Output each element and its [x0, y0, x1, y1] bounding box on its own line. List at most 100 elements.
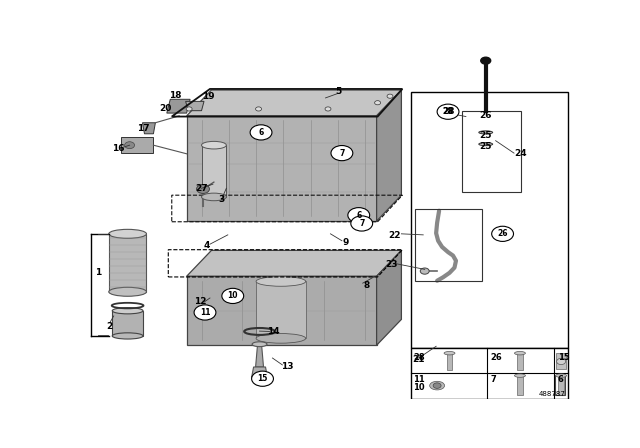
Text: 27: 27 — [195, 185, 208, 194]
Text: 11: 11 — [200, 308, 211, 317]
Ellipse shape — [515, 374, 525, 377]
Text: 7: 7 — [359, 219, 364, 228]
Bar — [462, 112, 522, 193]
Text: 11: 11 — [413, 375, 425, 383]
Circle shape — [420, 268, 429, 274]
Polygon shape — [376, 250, 401, 345]
Text: 26: 26 — [497, 229, 508, 238]
Text: 6: 6 — [259, 128, 264, 137]
Text: 7: 7 — [491, 375, 497, 383]
Polygon shape — [187, 116, 376, 221]
Text: 18: 18 — [170, 91, 182, 100]
Ellipse shape — [202, 193, 227, 201]
Circle shape — [186, 107, 192, 111]
Circle shape — [433, 383, 441, 388]
Polygon shape — [255, 344, 264, 367]
Bar — [447, 353, 452, 370]
Bar — [412, 348, 568, 399]
Polygon shape — [202, 145, 227, 197]
Polygon shape — [143, 123, 156, 134]
Polygon shape — [121, 137, 154, 153]
Text: 26: 26 — [491, 353, 502, 362]
Text: 5: 5 — [335, 87, 341, 96]
Text: 6: 6 — [356, 211, 362, 220]
Circle shape — [492, 226, 513, 241]
Text: 26: 26 — [479, 112, 492, 121]
Text: 15: 15 — [557, 353, 570, 362]
Circle shape — [196, 185, 209, 194]
Polygon shape — [109, 234, 147, 292]
Text: 7: 7 — [339, 149, 344, 158]
Circle shape — [252, 371, 273, 386]
Circle shape — [250, 125, 272, 140]
Circle shape — [331, 146, 353, 161]
Polygon shape — [187, 250, 401, 276]
Ellipse shape — [112, 308, 143, 314]
Circle shape — [255, 107, 262, 111]
Polygon shape — [376, 90, 401, 221]
Text: 28: 28 — [443, 107, 453, 116]
Text: 28: 28 — [442, 107, 454, 116]
Text: 23: 23 — [385, 260, 397, 269]
Ellipse shape — [109, 287, 147, 296]
Bar — [415, 209, 482, 281]
Polygon shape — [252, 367, 268, 377]
Text: 9: 9 — [342, 238, 349, 247]
Ellipse shape — [202, 142, 227, 149]
Polygon shape — [112, 311, 143, 336]
Polygon shape — [186, 101, 204, 111]
Circle shape — [194, 305, 216, 320]
Text: 10: 10 — [227, 291, 238, 301]
Text: 4: 4 — [204, 241, 210, 250]
Ellipse shape — [515, 352, 525, 355]
Circle shape — [351, 216, 372, 231]
Text: 15: 15 — [257, 374, 268, 383]
Ellipse shape — [556, 374, 566, 377]
Text: 16: 16 — [113, 144, 125, 154]
Polygon shape — [256, 281, 306, 338]
Text: 25: 25 — [479, 131, 492, 140]
Text: 17: 17 — [137, 124, 150, 133]
Ellipse shape — [479, 142, 493, 146]
Ellipse shape — [252, 375, 268, 380]
Text: 10: 10 — [413, 383, 425, 392]
Ellipse shape — [109, 229, 147, 238]
Circle shape — [437, 104, 459, 119]
Text: 28: 28 — [413, 353, 425, 362]
Text: 1: 1 — [95, 268, 101, 277]
Ellipse shape — [252, 342, 267, 347]
Polygon shape — [187, 90, 401, 116]
Bar — [517, 353, 523, 370]
Circle shape — [481, 57, 491, 64]
Text: 8: 8 — [364, 281, 370, 290]
Polygon shape — [187, 276, 376, 345]
Ellipse shape — [256, 333, 306, 343]
Circle shape — [325, 107, 331, 111]
Text: 13: 13 — [281, 362, 294, 371]
Text: 2: 2 — [107, 322, 113, 331]
Text: 20: 20 — [159, 104, 172, 113]
Ellipse shape — [429, 381, 445, 390]
Text: 488787: 488787 — [538, 392, 565, 397]
Circle shape — [222, 289, 244, 303]
Ellipse shape — [256, 276, 306, 286]
Ellipse shape — [479, 131, 493, 134]
Text: 24: 24 — [514, 149, 527, 158]
Text: 21: 21 — [413, 354, 425, 363]
Text: 22: 22 — [388, 232, 401, 241]
Bar — [558, 375, 564, 395]
Circle shape — [125, 142, 134, 149]
Text: 19: 19 — [202, 92, 214, 101]
Circle shape — [348, 207, 370, 223]
Text: 25: 25 — [479, 142, 492, 151]
Bar — [412, 92, 568, 348]
Circle shape — [387, 94, 393, 98]
Ellipse shape — [557, 358, 566, 365]
Text: 6: 6 — [557, 375, 564, 383]
Ellipse shape — [444, 352, 455, 355]
Bar — [517, 375, 523, 395]
Text: 3: 3 — [218, 195, 225, 204]
Text: 12: 12 — [195, 297, 207, 306]
Polygon shape — [167, 99, 190, 113]
Ellipse shape — [112, 333, 143, 339]
